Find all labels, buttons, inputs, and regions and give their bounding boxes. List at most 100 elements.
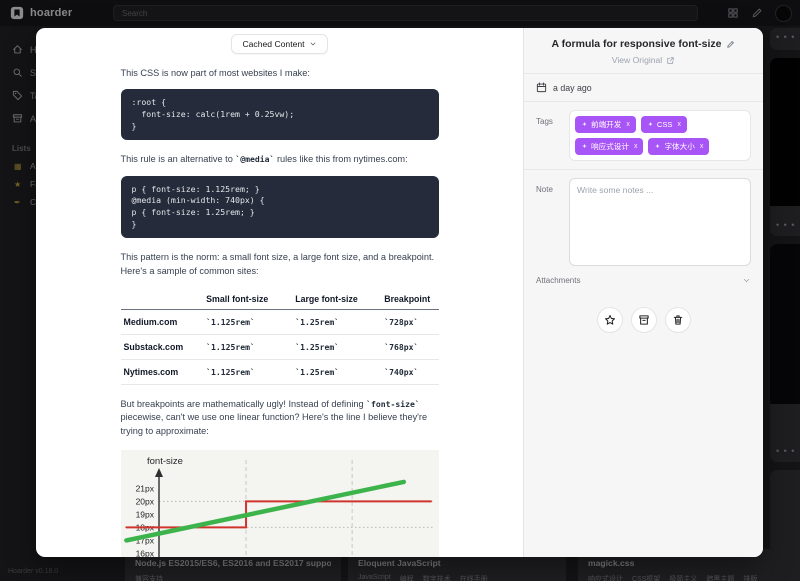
pencil-icon bbox=[726, 40, 735, 49]
tag-pill[interactable]: 响应式设计 x bbox=[575, 138, 644, 155]
bookmark-card-fragment[interactable] bbox=[770, 470, 800, 581]
tag-remove-button[interactable]: x bbox=[626, 121, 630, 128]
table-cell: `1.125rem` bbox=[203, 334, 293, 360]
card-menu-button[interactable]: • • • bbox=[776, 220, 796, 230]
tag-remove-button[interactable]: x bbox=[633, 143, 638, 150]
details-panel: A formula for responsive font-size View … bbox=[523, 28, 763, 557]
tag-label: 前端开发 bbox=[591, 120, 622, 129]
tag-pill[interactable]: CSS x bbox=[640, 116, 687, 133]
content-type-selector[interactable]: Cached Content bbox=[231, 34, 328, 54]
tag-pill[interactable]: 前端开发 x bbox=[575, 116, 636, 133]
font-size-table: Small font-size Large font-size Breakpoint… bbox=[120, 288, 439, 385]
svg-text:16px: 16px bbox=[135, 548, 154, 557]
bookmark-card-tag[interactable]: 在线手册 bbox=[459, 576, 488, 581]
list-icon: ✒ bbox=[14, 197, 21, 207]
font-size-chart: font-size 21px 20px 19px 18px 17px 16px bbox=[120, 449, 439, 557]
card-image bbox=[770, 58, 800, 206]
sparkle-icon bbox=[581, 143, 588, 150]
calendar-icon bbox=[536, 82, 547, 93]
code-block-root-fontsize: :root { font-size: calc(1rem + 0.25vw); … bbox=[120, 89, 439, 141]
bookmark-card-tag[interactable]: 排版 bbox=[743, 576, 758, 581]
table-cell: `1.125rem` bbox=[203, 359, 293, 385]
svg-text:19px: 19px bbox=[135, 509, 154, 519]
divider bbox=[524, 101, 763, 102]
bookmark-card-tag[interactable]: JavaScript bbox=[358, 574, 391, 581]
table-cell: `1.125rem` bbox=[203, 309, 293, 335]
table-cell: `1.25rem` bbox=[292, 359, 382, 385]
bookmark-card-tag[interactable]: CSS框架 bbox=[632, 576, 661, 581]
bookmark-card-tag[interactable]: 极简主义 bbox=[669, 576, 698, 581]
svg-text:21px: 21px bbox=[135, 483, 154, 493]
card-menu-button[interactable]: • • • bbox=[776, 446, 796, 456]
table-header-cell: Large font-size bbox=[292, 288, 382, 310]
sparkle-icon bbox=[581, 121, 588, 128]
card-image bbox=[770, 244, 800, 404]
app-name: hoarder bbox=[30, 7, 73, 19]
sparkle-icon bbox=[647, 121, 654, 128]
view-original-link[interactable]: View Original bbox=[536, 55, 751, 65]
sparkle-icon bbox=[654, 143, 661, 150]
chevron-down-icon bbox=[309, 40, 317, 48]
tag-label: 字体大小 bbox=[664, 142, 695, 151]
content-type-label: Cached Content bbox=[242, 39, 305, 49]
attachments-label: Attachments bbox=[536, 276, 581, 285]
bookmark-card-tags: JavaScript 编程 数字技术 在线手册 bbox=[358, 574, 556, 581]
tag-remove-button[interactable]: x bbox=[699, 143, 704, 150]
table-cell: `740px` bbox=[381, 359, 439, 385]
bookmark-actions bbox=[536, 307, 751, 333]
tag-pill[interactable]: 字体大小 x bbox=[648, 138, 710, 155]
table-header-row: Small font-size Large font-size Breakpoint bbox=[120, 288, 439, 310]
card-menu-button[interactable]: • • • bbox=[776, 32, 796, 42]
bookmark-age: a day ago bbox=[553, 82, 592, 93]
tag-remove-button[interactable]: x bbox=[677, 121, 682, 128]
bookmark-card-tag[interactable]: 暗黑主题 bbox=[706, 576, 735, 581]
topbar: hoarder bbox=[0, 0, 800, 26]
tags-label: Tags bbox=[536, 117, 553, 126]
tags-container[interactable]: 前端开发 x CSS x 响应式设计 x 字体大小 x bbox=[569, 110, 751, 161]
tag-label: 响应式设计 bbox=[591, 142, 629, 151]
archive-box-icon bbox=[638, 314, 650, 326]
note-input[interactable] bbox=[569, 178, 751, 266]
trash-icon bbox=[672, 314, 684, 326]
divider bbox=[524, 169, 763, 170]
table-cell: `1.25rem` bbox=[292, 309, 382, 335]
bookmark-card-title: magick.css bbox=[588, 558, 635, 568]
lists-heading: Lists bbox=[12, 144, 31, 153]
table-header-cell bbox=[120, 288, 204, 310]
bookmark-card-fragment[interactable]: • • • bbox=[770, 244, 800, 462]
app-logo[interactable]: hoarder bbox=[10, 6, 72, 20]
table-header-cell: Breakpoint bbox=[381, 288, 439, 310]
svg-text:20px: 20px bbox=[135, 496, 154, 506]
bookmark-card-title: Node.js ES2015/ES6, ES2016 and ES2017 su… bbox=[135, 558, 331, 568]
table-cell: Nytimes.com bbox=[120, 359, 204, 385]
bookmark-card-title: Eloquent JavaScript bbox=[358, 558, 441, 568]
app-version: Hoarder v0.18.0 bbox=[8, 568, 59, 575]
avatar[interactable] bbox=[775, 4, 792, 22]
attachments-expand-button[interactable] bbox=[742, 276, 751, 285]
bookmark-card-tag[interactable]: 编程 bbox=[399, 576, 414, 581]
table-row: Substack.com `1.125rem` `1.25rem` `768px` bbox=[120, 334, 439, 360]
bookmark-card-tag[interactable]: 兼容支持 bbox=[135, 576, 163, 581]
content-pane: Cached Content This CSS is now part of m… bbox=[36, 28, 523, 557]
article-paragraph: This CSS is now part of most websites I … bbox=[120, 68, 310, 78]
archive-button[interactable] bbox=[630, 307, 657, 333]
bookmark-card-tag[interactable]: 响应式设计 bbox=[588, 576, 623, 581]
chevron-down-icon bbox=[742, 276, 751, 285]
bookmark-card-tags: 响应式设计 CSS框架 极简主义 暗黑主题 排版 bbox=[588, 574, 798, 581]
bookmark-card-fragment[interactable]: • • • bbox=[770, 58, 800, 236]
bookmark-card-tag[interactable]: 数字技术 bbox=[422, 576, 451, 581]
favorite-button[interactable] bbox=[596, 307, 623, 333]
list-icon: ★ bbox=[14, 179, 22, 189]
bookmark-title: A formula for responsive font-size bbox=[551, 38, 722, 50]
star-icon bbox=[604, 314, 616, 326]
note-label: Note bbox=[536, 185, 553, 194]
table-cell: Substack.com bbox=[120, 334, 204, 360]
search-input[interactable] bbox=[113, 5, 698, 21]
svg-text:17px: 17px bbox=[135, 535, 154, 545]
table-cell: `728px` bbox=[381, 309, 439, 335]
edit-title-button[interactable] bbox=[726, 40, 735, 49]
delete-button[interactable] bbox=[664, 307, 691, 333]
bookmark-card-fragment[interactable]: • • • bbox=[770, 28, 800, 50]
table-body: Medium.com `1.125rem` `1.25rem` `728px` Subs… bbox=[120, 309, 439, 385]
bookmark-card-tags: 兼容支持 bbox=[135, 574, 331, 581]
